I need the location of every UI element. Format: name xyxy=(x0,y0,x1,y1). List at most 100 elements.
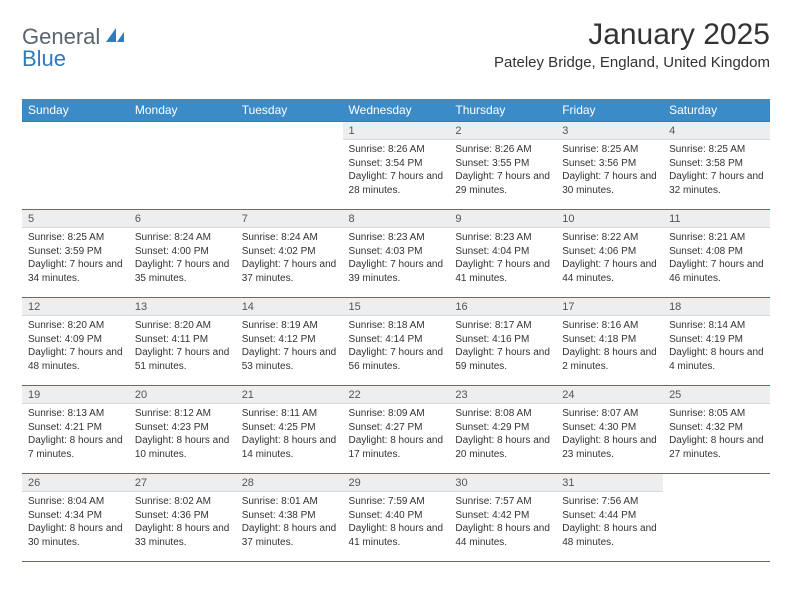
weekday-header: Monday xyxy=(129,99,236,122)
day-number: 16 xyxy=(449,298,556,316)
calendar-cell: 7Sunrise: 8:24 AMSunset: 4:02 PMDaylight… xyxy=(236,210,343,298)
logo-sail-icon xyxy=(104,26,126,49)
calendar-cell: 16Sunrise: 8:17 AMSunset: 4:16 PMDayligh… xyxy=(449,298,556,386)
calendar-cell: 30Sunrise: 7:57 AMSunset: 4:42 PMDayligh… xyxy=(449,474,556,562)
calendar-cell: 1Sunrise: 8:26 AMSunset: 3:54 PMDaylight… xyxy=(343,122,450,210)
day-number: 5 xyxy=(22,210,129,228)
calendar-cell: 6Sunrise: 8:24 AMSunset: 4:00 PMDaylight… xyxy=(129,210,236,298)
day-number: 22 xyxy=(343,386,450,404)
day-details: Sunrise: 8:04 AMSunset: 4:34 PMDaylight:… xyxy=(22,492,129,553)
weekday-header: Tuesday xyxy=(236,99,343,122)
day-details: Sunrise: 8:25 AMSunset: 3:59 PMDaylight:… xyxy=(22,228,129,289)
day-details: Sunrise: 8:08 AMSunset: 4:29 PMDaylight:… xyxy=(449,404,556,465)
calendar-cell: 8Sunrise: 8:23 AMSunset: 4:03 PMDaylight… xyxy=(343,210,450,298)
calendar-cell: 11Sunrise: 8:21 AMSunset: 4:08 PMDayligh… xyxy=(663,210,770,298)
calendar-cell: 4Sunrise: 8:25 AMSunset: 3:58 PMDaylight… xyxy=(663,122,770,210)
logo-word-blue-wrap: Blue xyxy=(22,46,66,72)
calendar-cell: 29Sunrise: 7:59 AMSunset: 4:40 PMDayligh… xyxy=(343,474,450,562)
day-details: Sunrise: 8:14 AMSunset: 4:19 PMDaylight:… xyxy=(663,316,770,377)
title-block: January 2025 Pateley Bridge, England, Un… xyxy=(494,18,770,71)
calendar-cell: 22Sunrise: 8:09 AMSunset: 4:27 PMDayligh… xyxy=(343,386,450,474)
day-details: Sunrise: 7:57 AMSunset: 4:42 PMDaylight:… xyxy=(449,492,556,553)
calendar-cell: 17Sunrise: 8:16 AMSunset: 4:18 PMDayligh… xyxy=(556,298,663,386)
day-details: Sunrise: 8:18 AMSunset: 4:14 PMDaylight:… xyxy=(343,316,450,377)
day-number: 9 xyxy=(449,210,556,228)
weekday-header: Saturday xyxy=(663,99,770,122)
weekday-header: Sunday xyxy=(22,99,129,122)
day-details: Sunrise: 8:12 AMSunset: 4:23 PMDaylight:… xyxy=(129,404,236,465)
day-number: 12 xyxy=(22,298,129,316)
calendar-cell xyxy=(129,122,236,210)
day-number: 6 xyxy=(129,210,236,228)
calendar-cell: 31Sunrise: 7:56 AMSunset: 4:44 PMDayligh… xyxy=(556,474,663,562)
calendar-cell: 20Sunrise: 8:12 AMSunset: 4:23 PMDayligh… xyxy=(129,386,236,474)
day-number: 11 xyxy=(663,210,770,228)
calendar-cell: 13Sunrise: 8:20 AMSunset: 4:11 PMDayligh… xyxy=(129,298,236,386)
calendar-cell: 15Sunrise: 8:18 AMSunset: 4:14 PMDayligh… xyxy=(343,298,450,386)
calendar-cell: 12Sunrise: 8:20 AMSunset: 4:09 PMDayligh… xyxy=(22,298,129,386)
calendar-cell: 21Sunrise: 8:11 AMSunset: 4:25 PMDayligh… xyxy=(236,386,343,474)
day-number: 17 xyxy=(556,298,663,316)
calendar-cell: 14Sunrise: 8:19 AMSunset: 4:12 PMDayligh… xyxy=(236,298,343,386)
day-details: Sunrise: 8:24 AMSunset: 4:02 PMDaylight:… xyxy=(236,228,343,289)
day-details: Sunrise: 8:17 AMSunset: 4:16 PMDaylight:… xyxy=(449,316,556,377)
day-details: Sunrise: 8:09 AMSunset: 4:27 PMDaylight:… xyxy=(343,404,450,465)
calendar-cell: 26Sunrise: 8:04 AMSunset: 4:34 PMDayligh… xyxy=(22,474,129,562)
calendar-cell: 28Sunrise: 8:01 AMSunset: 4:38 PMDayligh… xyxy=(236,474,343,562)
calendar-cell: 9Sunrise: 8:23 AMSunset: 4:04 PMDaylight… xyxy=(449,210,556,298)
day-details: Sunrise: 8:26 AMSunset: 3:55 PMDaylight:… xyxy=(449,140,556,201)
day-number: 29 xyxy=(343,474,450,492)
calendar-cell: 2Sunrise: 8:26 AMSunset: 3:55 PMDaylight… xyxy=(449,122,556,210)
day-number: 15 xyxy=(343,298,450,316)
day-number: 31 xyxy=(556,474,663,492)
day-number: 20 xyxy=(129,386,236,404)
day-number: 30 xyxy=(449,474,556,492)
calendar-cell: 23Sunrise: 8:08 AMSunset: 4:29 PMDayligh… xyxy=(449,386,556,474)
location-subtitle: Pateley Bridge, England, United Kingdom xyxy=(494,54,770,71)
day-number: 19 xyxy=(22,386,129,404)
day-details: Sunrise: 8:24 AMSunset: 4:00 PMDaylight:… xyxy=(129,228,236,289)
calendar-cell: 10Sunrise: 8:22 AMSunset: 4:06 PMDayligh… xyxy=(556,210,663,298)
calendar-cell xyxy=(663,474,770,562)
weekday-header: Wednesday xyxy=(343,99,450,122)
calendar-cell: 25Sunrise: 8:05 AMSunset: 4:32 PMDayligh… xyxy=(663,386,770,474)
day-details: Sunrise: 8:20 AMSunset: 4:11 PMDaylight:… xyxy=(129,316,236,377)
day-number: 8 xyxy=(343,210,450,228)
calendar-cell: 3Sunrise: 8:25 AMSunset: 3:56 PMDaylight… xyxy=(556,122,663,210)
day-number: 26 xyxy=(22,474,129,492)
day-details: Sunrise: 8:26 AMSunset: 3:54 PMDaylight:… xyxy=(343,140,450,201)
day-details: Sunrise: 8:16 AMSunset: 4:18 PMDaylight:… xyxy=(556,316,663,377)
calendar-cell: 27Sunrise: 8:02 AMSunset: 4:36 PMDayligh… xyxy=(129,474,236,562)
calendar-cell: 19Sunrise: 8:13 AMSunset: 4:21 PMDayligh… xyxy=(22,386,129,474)
day-details: Sunrise: 8:01 AMSunset: 4:38 PMDaylight:… xyxy=(236,492,343,553)
day-number: 3 xyxy=(556,122,663,140)
day-number: 14 xyxy=(236,298,343,316)
month-title: January 2025 xyxy=(494,18,770,52)
day-details: Sunrise: 7:59 AMSunset: 4:40 PMDaylight:… xyxy=(343,492,450,553)
day-details: Sunrise: 8:19 AMSunset: 4:12 PMDaylight:… xyxy=(236,316,343,377)
header: General January 2025 Pateley Bridge, Eng… xyxy=(22,18,770,71)
day-number: 25 xyxy=(663,386,770,404)
day-details: Sunrise: 8:22 AMSunset: 4:06 PMDaylight:… xyxy=(556,228,663,289)
calendar-cell: 18Sunrise: 8:14 AMSunset: 4:19 PMDayligh… xyxy=(663,298,770,386)
day-details: Sunrise: 8:23 AMSunset: 4:03 PMDaylight:… xyxy=(343,228,450,289)
day-number: 13 xyxy=(129,298,236,316)
day-number: 23 xyxy=(449,386,556,404)
day-details: Sunrise: 8:07 AMSunset: 4:30 PMDaylight:… xyxy=(556,404,663,465)
day-details: Sunrise: 8:13 AMSunset: 4:21 PMDaylight:… xyxy=(22,404,129,465)
day-details: Sunrise: 7:56 AMSunset: 4:44 PMDaylight:… xyxy=(556,492,663,553)
day-number: 2 xyxy=(449,122,556,140)
day-number: 27 xyxy=(129,474,236,492)
day-details: Sunrise: 8:25 AMSunset: 3:56 PMDaylight:… xyxy=(556,140,663,201)
day-details: Sunrise: 8:25 AMSunset: 3:58 PMDaylight:… xyxy=(663,140,770,201)
day-number: 1 xyxy=(343,122,450,140)
calendar-header-row: SundayMondayTuesdayWednesdayThursdayFrid… xyxy=(22,99,770,122)
calendar-cell xyxy=(236,122,343,210)
day-details: Sunrise: 8:05 AMSunset: 4:32 PMDaylight:… xyxy=(663,404,770,465)
day-number: 28 xyxy=(236,474,343,492)
day-number: 10 xyxy=(556,210,663,228)
day-details: Sunrise: 8:21 AMSunset: 4:08 PMDaylight:… xyxy=(663,228,770,289)
day-details: Sunrise: 8:20 AMSunset: 4:09 PMDaylight:… xyxy=(22,316,129,377)
day-details: Sunrise: 8:23 AMSunset: 4:04 PMDaylight:… xyxy=(449,228,556,289)
day-number: 7 xyxy=(236,210,343,228)
